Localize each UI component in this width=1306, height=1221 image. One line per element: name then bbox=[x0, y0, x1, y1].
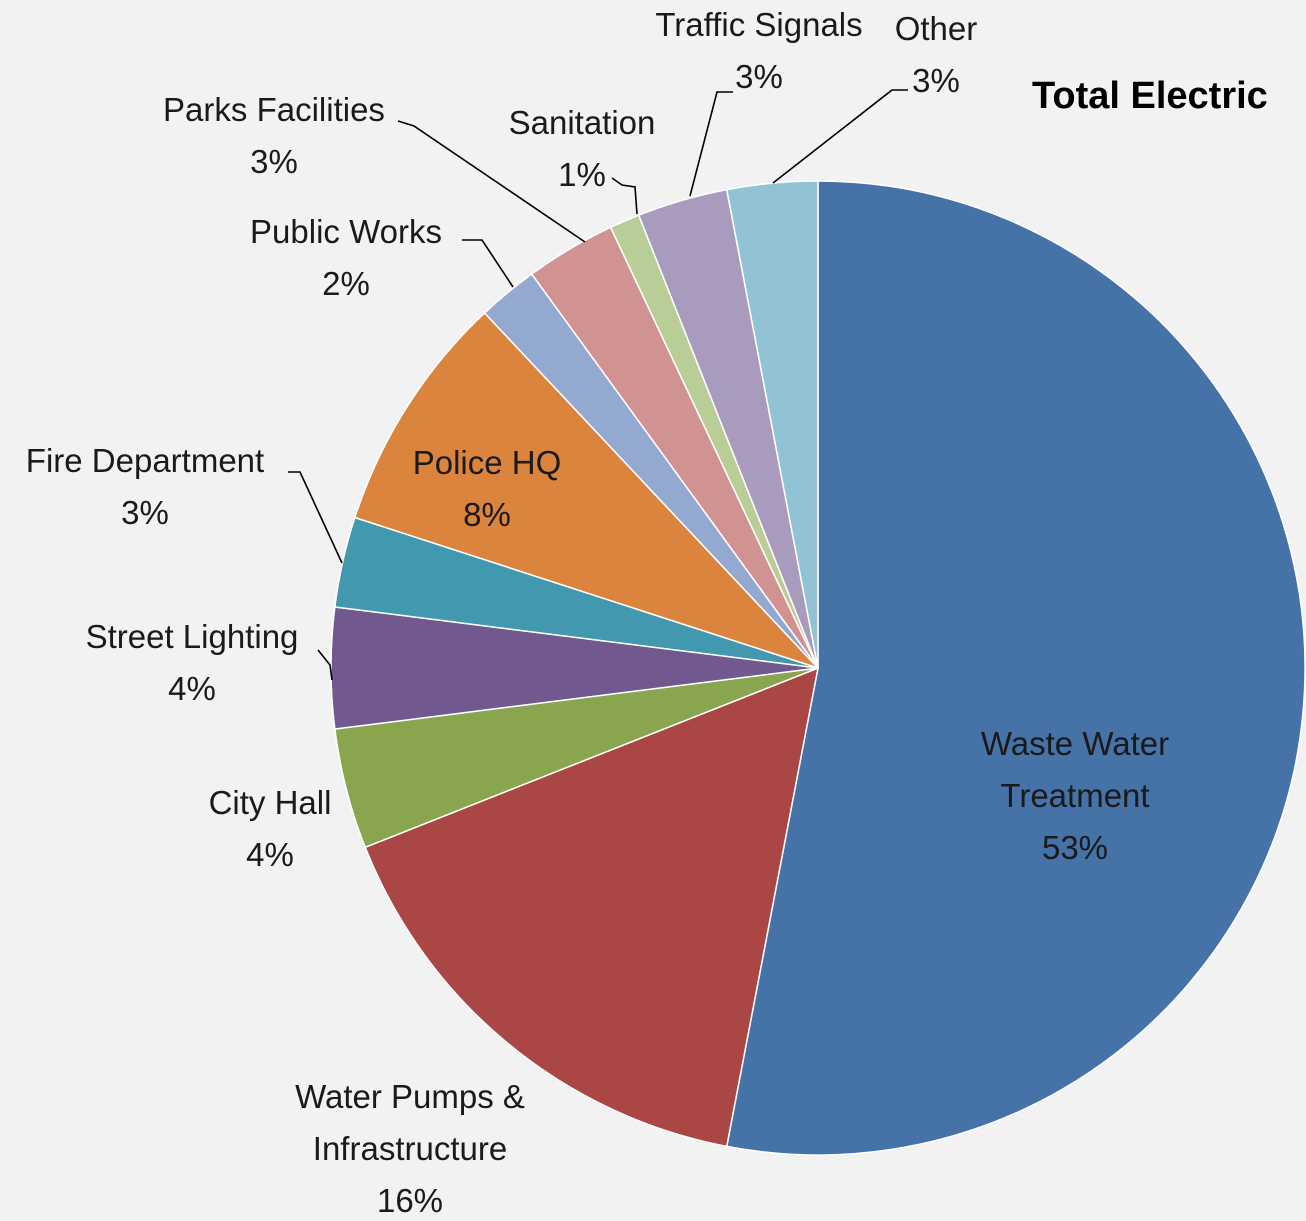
slice-label-street-lighting: Street Lighting 4% bbox=[86, 618, 299, 707]
leader-lines bbox=[288, 89, 908, 681]
slice-name-label: Fire Department bbox=[26, 442, 264, 479]
slice-pct-label: 3% bbox=[912, 62, 960, 99]
slice-name-label: Street Lighting bbox=[86, 618, 299, 655]
leader-line-traffic-signals bbox=[689, 91, 733, 197]
slice-pct-label: 8% bbox=[463, 496, 511, 533]
pie-slice-other bbox=[726, 180, 819, 669]
slice-label-other: Other 3% bbox=[895, 10, 978, 99]
slice-label-waste-water-treatment: Waste Water Treatment 53% bbox=[981, 725, 1169, 866]
slice-label-parks-facilities: Parks Facilities 3% bbox=[163, 91, 385, 180]
slice-label-sanitation: Sanitation 1% bbox=[509, 104, 656, 193]
slice-name-label: Waste Water bbox=[981, 725, 1169, 762]
slice-name-label: Public Works bbox=[250, 213, 442, 250]
slice-label-police-hq: Police HQ 8% bbox=[413, 444, 562, 533]
slice-label-traffic-signals: Traffic Signals 3% bbox=[655, 6, 862, 95]
leader-line-other bbox=[772, 89, 908, 184]
slice-name-label: Traffic Signals bbox=[655, 6, 862, 43]
slice-pct-label: 3% bbox=[735, 58, 783, 95]
pie-slice-police-hq bbox=[354, 312, 819, 669]
slice-pct-label: 16% bbox=[377, 1182, 443, 1219]
slice-pct-label: 3% bbox=[250, 143, 298, 180]
slice-pct-label: 1% bbox=[558, 156, 606, 193]
slice-pct-label: 4% bbox=[168, 670, 216, 707]
leader-line-public-works bbox=[462, 239, 514, 288]
slice-name-label: City Hall bbox=[209, 784, 332, 821]
slice-name-label: Parks Facilities bbox=[163, 91, 385, 128]
slice-label-fire-department: Fire Department 3% bbox=[26, 442, 264, 531]
slice-name-label: Police HQ bbox=[413, 444, 562, 481]
slice-name-label: Water Pumps & bbox=[295, 1078, 525, 1115]
leader-line-parks-facilities bbox=[397, 120, 586, 243]
slice-pct-label: 4% bbox=[246, 836, 294, 873]
slice-name-label: Sanitation bbox=[509, 104, 656, 141]
slice-pct-label: 53% bbox=[1042, 829, 1108, 866]
leader-line-sanitation bbox=[611, 177, 638, 215]
chart-title: Total Electric bbox=[1032, 75, 1268, 117]
leader-line-street-lighting bbox=[317, 649, 333, 681]
slice-name-label: Other bbox=[895, 10, 978, 47]
slice-label-public-works: Public Works 2% bbox=[250, 213, 442, 302]
slice-name-label: Treatment bbox=[1000, 777, 1149, 814]
pie-slice-water-pumps-and-infrastructure bbox=[364, 667, 819, 1148]
slice-pct-label: 2% bbox=[322, 265, 370, 302]
slice-label-city-hall: City Hall 4% bbox=[209, 784, 332, 873]
leader-line-fire-department bbox=[288, 471, 343, 564]
pie-slice-waste-water-treatment bbox=[726, 180, 1306, 1156]
slice-pct-label: 3% bbox=[121, 494, 169, 531]
pie-slices bbox=[330, 180, 1306, 1156]
slice-label-water-pumps-and-infrastructure: Water Pumps & Infrastructure 16% bbox=[295, 1078, 525, 1219]
slice-labels: Waste Water Treatment 53% Water Pumps & Infr… bbox=[26, 6, 1169, 1219]
slice-name-label: Infrastructure bbox=[313, 1130, 507, 1167]
